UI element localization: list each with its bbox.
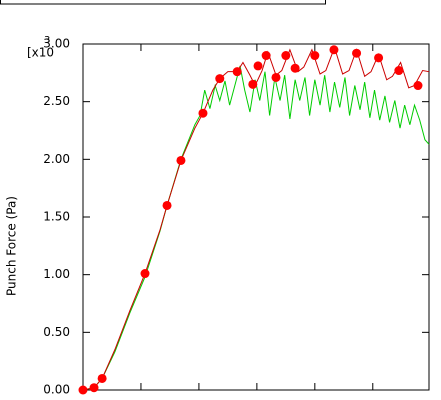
marker xyxy=(248,79,258,89)
data-line xyxy=(82,65,430,391)
y-tick-label: 2.50 xyxy=(43,94,70,108)
marker xyxy=(232,67,242,77)
y-tick-label: 0.50 xyxy=(43,325,70,339)
marker xyxy=(290,63,300,73)
marker xyxy=(329,45,339,55)
marker xyxy=(352,48,362,58)
y-tick-label: 3.00 xyxy=(43,37,70,51)
marker xyxy=(89,383,99,393)
y-axis-label: Punch Force (Pa) xyxy=(5,196,19,296)
marker xyxy=(394,66,404,76)
data-line xyxy=(82,45,430,391)
marker xyxy=(176,155,186,165)
y-tick-label: 2.00 xyxy=(43,152,70,166)
marker xyxy=(310,51,320,61)
multiplier-exponent: 3 xyxy=(44,35,50,46)
y-tick-label: 1.00 xyxy=(43,267,70,281)
marker xyxy=(413,81,423,91)
marker xyxy=(261,51,271,61)
marker xyxy=(140,269,150,279)
legend-box xyxy=(0,0,326,5)
marker xyxy=(198,108,208,118)
y-tick-label: 1.50 xyxy=(43,210,70,224)
y-tick-label: 0.00 xyxy=(43,383,70,397)
marker xyxy=(253,61,263,71)
marker xyxy=(97,373,107,383)
plot-frame xyxy=(82,43,430,391)
marker xyxy=(162,200,172,210)
marker xyxy=(374,53,384,63)
marker xyxy=(78,385,88,395)
marker xyxy=(215,74,225,84)
marker xyxy=(271,72,281,82)
marker xyxy=(281,51,291,61)
multiplier: [x10 xyxy=(27,46,54,60)
